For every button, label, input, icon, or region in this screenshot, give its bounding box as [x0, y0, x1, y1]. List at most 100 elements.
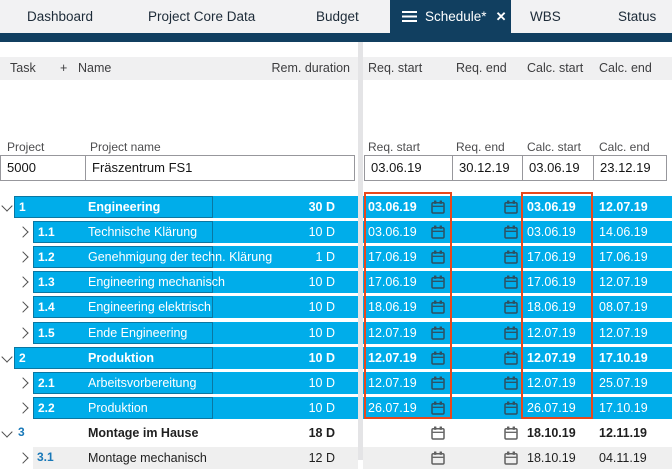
rem-duration-value[interactable]: 12 D — [308, 451, 335, 465]
rem-duration-value[interactable]: 1 D — [315, 250, 335, 264]
calendar-icon[interactable] — [431, 200, 445, 214]
calendar-icon[interactable] — [504, 225, 518, 239]
calendar-icon[interactable] — [504, 376, 518, 390]
project-name-cell[interactable]: Fräszentrum FS1 — [85, 155, 355, 181]
task-name[interactable]: Produktion — [88, 401, 148, 415]
rem-duration-value[interactable]: 18 D — [308, 426, 335, 440]
row-background-left[interactable] — [33, 322, 358, 344]
row-background-left[interactable] — [33, 397, 358, 419]
req-start-date[interactable]: 17.06.19 — [368, 275, 417, 289]
project-calc-end-cell[interactable]: 23.12.19 — [593, 155, 667, 181]
calendar-icon[interactable] — [431, 426, 445, 440]
tab-status[interactable]: Status — [618, 9, 657, 24]
calendar-icon[interactable] — [504, 200, 518, 214]
task-cell[interactable]: 2.2 — [33, 397, 213, 419]
tab-wbs[interactable]: WBS — [530, 9, 561, 24]
column-header-req-end[interactable]: Req. end — [456, 61, 507, 75]
calendar-icon[interactable] — [431, 376, 445, 390]
calendar-icon[interactable] — [431, 401, 445, 415]
calendar-icon[interactable] — [431, 250, 445, 264]
task-cell[interactable]: 1.4 — [33, 296, 213, 318]
column-header-calc-end[interactable]: Calc. end — [599, 61, 652, 75]
column-header-rem-duration[interactable]: Rem. duration — [271, 61, 350, 75]
req-start-date[interactable]: 12.07.19 — [368, 351, 417, 365]
req-start-date[interactable]: 12.07.19 — [368, 326, 417, 340]
calendar-icon[interactable] — [431, 275, 445, 289]
column-header-req-start[interactable]: Req. start — [368, 61, 423, 75]
tab-budget[interactable]: Budget — [316, 9, 359, 24]
task-cell[interactable]: 1.2 — [33, 246, 213, 268]
chevron-icon[interactable] — [1, 200, 13, 212]
calendar-icon[interactable] — [431, 300, 445, 314]
tab-dashboard[interactable]: Dashboard — [27, 9, 94, 24]
row-background-left[interactable] — [33, 271, 358, 293]
task-name[interactable]: Engineering mechanisch — [88, 275, 225, 289]
calendar-icon[interactable] — [504, 250, 518, 264]
column-header-calc-start[interactable]: Calc. start — [527, 61, 584, 75]
task-name[interactable]: Engineering — [88, 200, 161, 214]
task-cell[interactable]: 1.5 — [33, 322, 213, 344]
tab-project-core-data[interactable]: Project Core Data — [148, 9, 256, 24]
calendar-icon[interactable] — [431, 451, 445, 465]
hamburger-menu-icon[interactable] — [402, 11, 417, 22]
calendar-icon[interactable] — [504, 300, 518, 314]
chevron-icon[interactable] — [17, 251, 29, 263]
rem-duration-value[interactable]: 10 D — [308, 300, 335, 314]
task-cell[interactable]: 1 — [14, 196, 213, 218]
calendar-icon[interactable] — [431, 225, 445, 239]
column-header-task[interactable]: Task — [10, 61, 36, 75]
calendar-icon[interactable] — [504, 275, 518, 289]
chevron-icon[interactable] — [17, 226, 29, 238]
chevron-icon[interactable] — [17, 402, 29, 414]
column-header-name[interactable]: Name — [78, 61, 112, 75]
chevron-icon[interactable] — [17, 377, 29, 389]
req-start-date[interactable]: 03.06.19 — [368, 225, 417, 239]
row-background-left[interactable] — [33, 246, 358, 268]
rem-duration-value[interactable]: 10 D — [308, 225, 335, 239]
row-background-left[interactable] — [14, 196, 358, 218]
chevron-icon[interactable] — [1, 351, 13, 363]
tab-schedule-active[interactable]: Schedule* ✕ — [390, 0, 511, 33]
row-background-left[interactable] — [33, 372, 358, 394]
task-cell[interactable]: 1.3 — [33, 271, 213, 293]
chevron-icon[interactable] — [17, 301, 29, 313]
row-background-left[interactable] — [33, 221, 358, 243]
add-column-icon[interactable]: + — [60, 61, 68, 75]
rem-duration-value[interactable]: 10 D — [308, 351, 335, 365]
calendar-icon[interactable] — [504, 351, 518, 365]
panel-divider[interactable] — [358, 42, 363, 460]
task-name[interactable]: Produktion — [88, 351, 154, 365]
chevron-icon[interactable] — [17, 276, 29, 288]
task-cell[interactable]: 2.1 — [33, 372, 213, 394]
req-start-date[interactable]: 26.07.19 — [368, 401, 417, 415]
project-req-start-cell[interactable]: 03.06.19 — [364, 155, 453, 181]
req-start-date[interactable]: 17.06.19 — [368, 250, 417, 264]
rem-duration-value[interactable]: 10 D — [308, 401, 335, 415]
chevron-icon[interactable] — [17, 452, 29, 464]
project-req-end-cell[interactable]: 30.12.19 — [452, 155, 523, 181]
rem-duration-value[interactable]: 10 D — [308, 275, 335, 289]
project-id-cell[interactable]: 5000 — [0, 155, 87, 181]
rem-duration-value[interactable]: 10 D — [308, 326, 335, 340]
calendar-icon[interactable] — [504, 401, 518, 415]
task-name[interactable]: Montage mechanisch — [88, 451, 207, 465]
calendar-icon[interactable] — [504, 451, 518, 465]
task-name[interactable]: Engineering elektrisch — [88, 300, 211, 314]
close-icon[interactable]: ✕ — [495, 9, 507, 24]
calendar-icon[interactable] — [504, 326, 518, 340]
task-name[interactable]: Arbeitsvorbereitung — [88, 376, 197, 390]
req-start-date[interactable]: 18.06.19 — [368, 300, 417, 314]
calendar-icon[interactable] — [504, 426, 518, 440]
req-start-date[interactable]: 03.06.19 — [368, 200, 417, 214]
task-cell[interactable]: 2 — [14, 347, 213, 369]
row-background-left[interactable] — [14, 347, 358, 369]
task-cell[interactable]: 3 — [14, 422, 213, 444]
calendar-icon[interactable] — [431, 326, 445, 340]
calendar-icon[interactable] — [431, 351, 445, 365]
chevron-icon[interactable] — [17, 327, 29, 339]
rem-duration-value[interactable]: 10 D — [308, 376, 335, 390]
req-start-date[interactable]: 12.07.19 — [368, 376, 417, 390]
task-name[interactable]: Technische Klärung — [88, 225, 198, 239]
task-name[interactable]: Genehmigung der techn. Klärung — [88, 250, 273, 264]
rem-duration-value[interactable]: 30 D — [308, 200, 335, 214]
